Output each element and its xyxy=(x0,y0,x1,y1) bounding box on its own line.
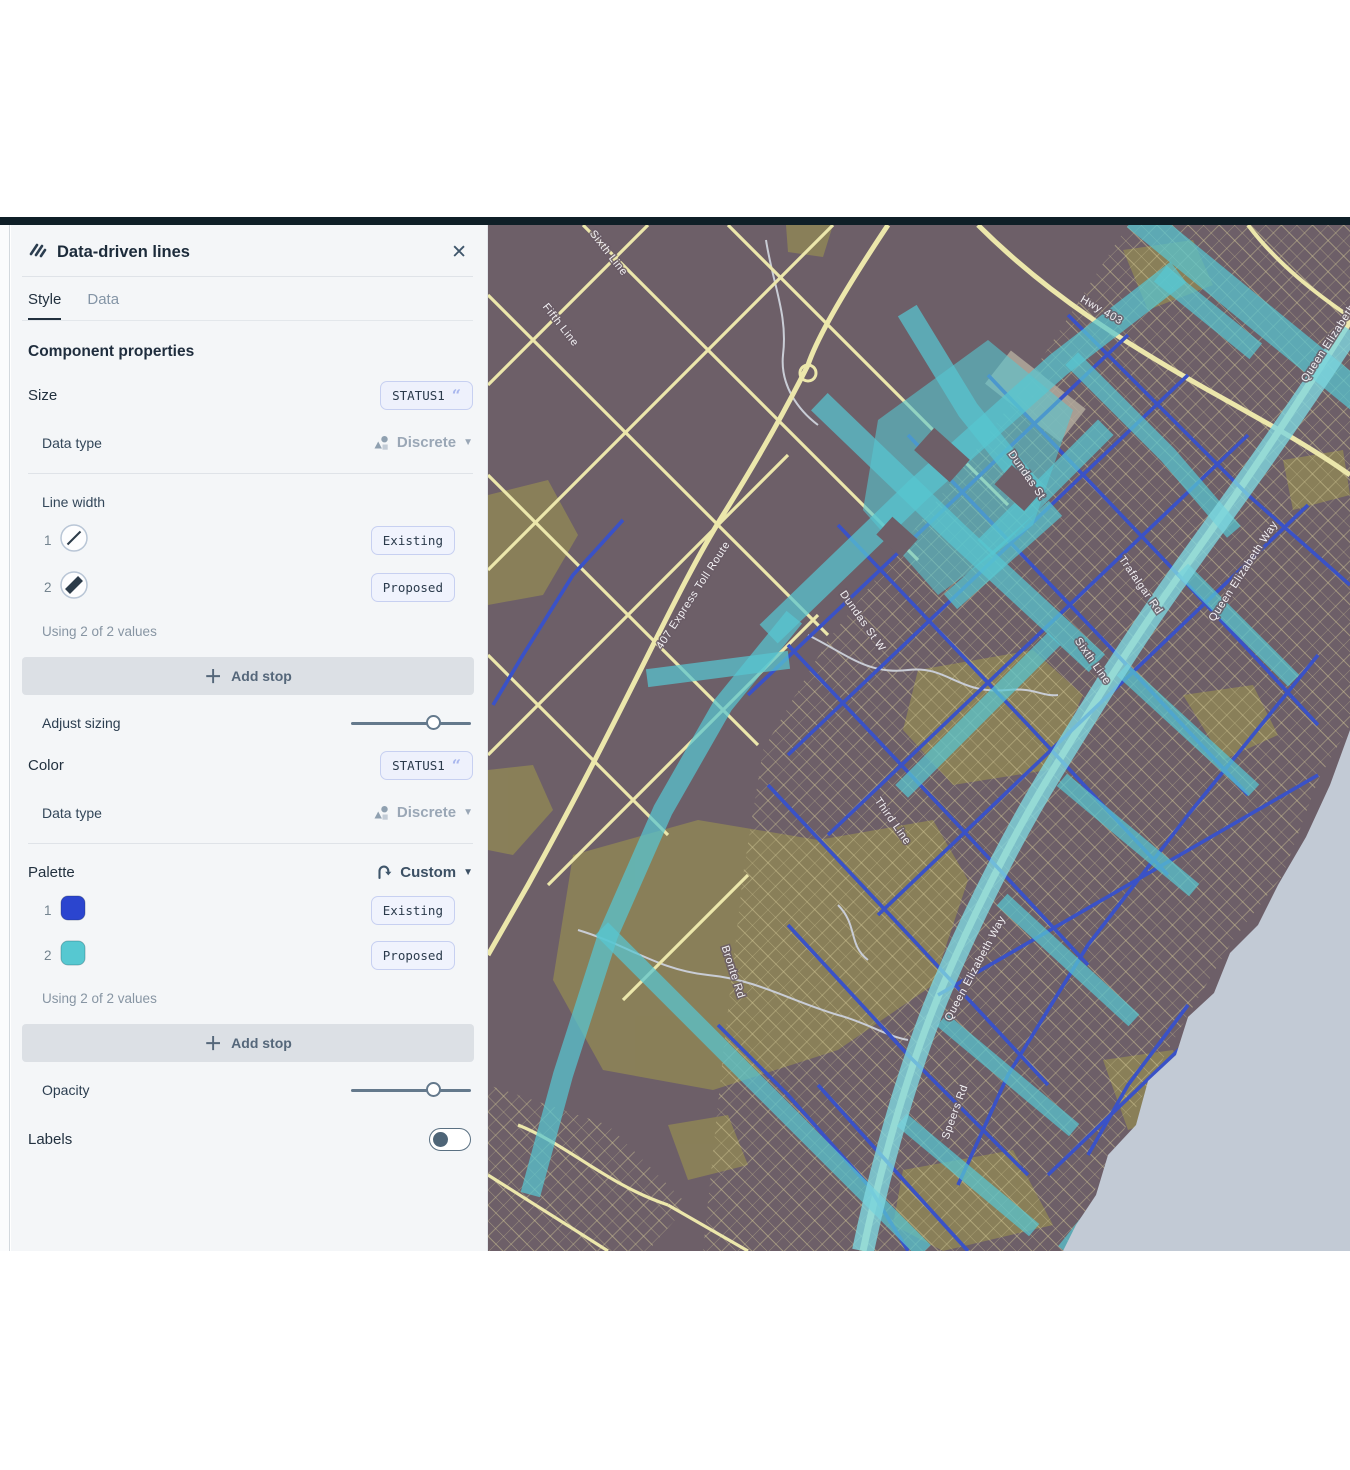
adjust-sizing-label: Adjust sizing xyxy=(42,715,121,731)
discrete-shapes-icon xyxy=(374,435,388,450)
chevron-down-icon: ▼ xyxy=(463,437,473,448)
line-width-stop-row: 1 Existing xyxy=(44,524,473,557)
stop-index: 1 xyxy=(44,903,52,918)
size-data-type-dropdown[interactable]: Discrete ▼ xyxy=(373,434,473,451)
left-rail xyxy=(0,225,10,1251)
lake xyxy=(1063,730,1350,1251)
proposed-blob xyxy=(863,340,1073,595)
add-stop-button[interactable]: ＋ Add stop xyxy=(22,1024,474,1062)
color-field-value: STATUS1 xyxy=(392,758,445,773)
quote-icon: “ xyxy=(451,755,461,775)
color-label: Color xyxy=(28,757,64,774)
panel-title: Data-driven lines xyxy=(57,243,190,261)
color-data-type-label: Data type xyxy=(42,804,102,821)
size-data-type-label: Data type xyxy=(42,434,102,451)
line-width-value-pill[interactable]: Existing xyxy=(370,526,455,555)
quote-icon: “ xyxy=(451,385,461,405)
add-stop-label: Add stop xyxy=(231,668,292,684)
line-width-value-pill[interactable]: Proposed xyxy=(370,573,455,602)
palette-stop-row: 2 Proposed xyxy=(44,940,473,971)
size-field-value: STATUS1 xyxy=(392,388,445,403)
palette-label: Palette xyxy=(28,864,75,881)
line-width-label: Line width xyxy=(42,494,106,510)
add-stop-label: Add stop xyxy=(231,1035,292,1051)
panel-header: Data-driven lines ✕ xyxy=(22,225,473,277)
slider-thumb[interactable] xyxy=(425,715,441,730)
palette-swatch-existing[interactable] xyxy=(60,895,86,926)
section-title: Component properties xyxy=(28,343,195,360)
color-data-type-value: Discrete xyxy=(396,804,457,821)
blob-holes xyxy=(876,427,1042,558)
stop-index: 1 xyxy=(44,533,52,548)
plus-icon: ＋ xyxy=(204,667,223,687)
size-data-type-value: Discrete xyxy=(396,434,457,451)
tab-style[interactable]: Style xyxy=(28,291,62,320)
proposed-corridor-qew xyxy=(852,323,1350,1251)
panel-tabs: Style Data xyxy=(22,277,473,321)
palette-value-pill[interactable]: Proposed xyxy=(370,941,455,970)
size-label: Size xyxy=(28,387,58,404)
style-panel: Data-driven lines ✕ Style Data Component… xyxy=(11,225,488,1251)
line-width-swatch-thin[interactable] xyxy=(60,524,88,557)
palette-stop-row: 1 Existing xyxy=(44,895,473,926)
palette-mode-value: Custom xyxy=(400,864,457,881)
window-top-border xyxy=(0,217,1350,225)
size-field-pill[interactable]: STATUS1 “ xyxy=(380,381,473,410)
slider-thumb[interactable] xyxy=(425,1082,441,1097)
opacity-slider[interactable] xyxy=(351,1082,471,1098)
line-width-swatch-thick[interactable] xyxy=(60,571,88,604)
plus-icon: ＋ xyxy=(204,1034,223,1054)
close-icon[interactable]: ✕ xyxy=(447,243,471,262)
labels-toggle[interactable] xyxy=(429,1128,471,1151)
stop-index: 2 xyxy=(44,580,52,595)
palette-usage: Using 2 of 2 values xyxy=(42,991,157,1006)
line-width-stop-row: 2 Proposed xyxy=(44,571,473,604)
palette-value-pill[interactable]: Existing xyxy=(370,896,455,925)
palette-swatch-proposed[interactable] xyxy=(60,940,86,971)
color-field-pill[interactable]: STATUS1 “ xyxy=(380,751,473,780)
palette-mode-dropdown[interactable]: Custom ▼ xyxy=(376,864,473,881)
map-canvas[interactable]: Sixth Line Fifth Line 407 Express Toll R… xyxy=(488,225,1350,1251)
chevron-down-icon: ▼ xyxy=(463,867,473,878)
color-data-type-dropdown[interactable]: Discrete ▼ xyxy=(373,804,473,821)
opacity-label: Opacity xyxy=(42,1082,90,1098)
add-stop-button[interactable]: ＋ Add stop xyxy=(22,657,474,695)
data-driven-lines-icon xyxy=(28,241,47,264)
reverse-arrow-icon xyxy=(378,865,392,880)
line-width-usage: Using 2 of 2 values xyxy=(42,624,157,639)
labels-label: Labels xyxy=(28,1131,73,1148)
adjust-sizing-slider[interactable] xyxy=(351,715,471,731)
toggle-knob xyxy=(433,1131,448,1147)
stop-index: 2 xyxy=(44,948,52,963)
discrete-shapes-icon xyxy=(374,805,388,820)
tab-data[interactable]: Data xyxy=(87,291,120,308)
chevron-down-icon: ▼ xyxy=(463,807,473,818)
